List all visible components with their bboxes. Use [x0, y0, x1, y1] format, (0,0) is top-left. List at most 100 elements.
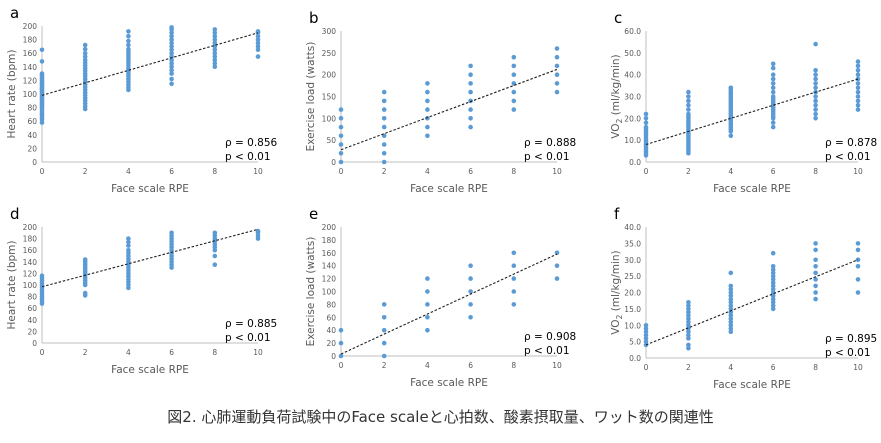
scatter-point — [728, 296, 734, 302]
scatter-point — [169, 71, 174, 76]
scatter-point — [643, 120, 649, 125]
scatter-point — [39, 273, 45, 279]
scatter-point — [169, 40, 174, 46]
scatter-point — [686, 316, 691, 322]
y-tick-label: 20.0 — [624, 289, 641, 298]
scatter-point — [770, 300, 776, 305]
chart-panel-c: 0.0 10.0 20.0 30.0 40.0 50.0 60.0 0 2 4 6 8 10 c Face … — [610, 9, 877, 195]
scatter-point — [381, 315, 387, 320]
scatter-point — [511, 276, 517, 281]
scatter-point — [169, 67, 174, 73]
y-axis-title: Heart rate (bpm) — [6, 241, 18, 330]
scatter-point — [770, 273, 776, 279]
scatter-point — [770, 85, 776, 91]
scatter-point — [686, 303, 691, 308]
p-value-label: p < 0.01 — [825, 347, 871, 359]
y-tick-label: 180 — [23, 235, 38, 244]
scatter-point — [169, 44, 174, 49]
scatter-point — [686, 309, 691, 315]
y-tick-label: 200 — [322, 71, 337, 80]
scatter-point — [855, 98, 861, 104]
y-tick-label: 0 — [331, 352, 336, 361]
x-tick-label: 8 — [813, 167, 818, 176]
y-tick-label: 160 — [23, 246, 38, 255]
y-tick-label: 200 — [23, 223, 38, 232]
y-tick-label: 40 — [27, 131, 37, 140]
scatter-point — [468, 89, 473, 95]
scatter-point — [728, 286, 734, 292]
x-tick-label: 2 — [686, 167, 691, 176]
scatter-point — [554, 89, 560, 95]
scatter-point — [770, 277, 776, 282]
scatter-point — [468, 81, 473, 86]
scatter-point — [212, 30, 218, 36]
y-tick-label: 120 — [23, 269, 38, 278]
scatter-point — [770, 306, 776, 312]
scatter-point — [212, 27, 218, 32]
scatter-point — [169, 81, 174, 87]
scatter-point — [686, 336, 691, 341]
x-tick-label: 4 — [425, 167, 430, 176]
scatter-point — [39, 71, 45, 76]
y-tick-label: 30.0 — [624, 93, 641, 102]
scatter-point — [686, 329, 691, 335]
scatter-point — [82, 290, 88, 296]
x-axis-title: Face scale RPE — [410, 183, 488, 195]
scatter-point — [511, 89, 517, 95]
y-tick-label: 20 — [27, 144, 37, 153]
x-tick-label: 10 — [253, 167, 263, 176]
y-tick-label: 140 — [322, 262, 337, 271]
scatter-point — [169, 30, 174, 36]
y-tick-label: 40 — [326, 326, 336, 335]
scatter-point — [770, 61, 776, 67]
x-tick-label: 10 — [853, 363, 863, 372]
scatter-point — [255, 228, 261, 234]
scatter-point — [169, 57, 174, 63]
scatter-point — [381, 124, 387, 130]
scatter-point — [169, 64, 174, 70]
scatter-point — [255, 40, 261, 46]
x-tick-label: 6 — [771, 363, 776, 372]
scatter-point — [554, 250, 560, 256]
scatter-point — [770, 250, 776, 256]
scatter-point — [511, 107, 517, 112]
scatter-point — [855, 277, 861, 282]
y-tick-label: 160 — [322, 249, 337, 258]
y-tick-label: 20.0 — [624, 114, 641, 123]
scatter-point — [425, 98, 430, 104]
scatter-point — [813, 264, 818, 269]
y-axis-title: VO2 (ml/kg/min) — [610, 250, 624, 334]
x-tick-label: 2 — [83, 348, 88, 357]
scatter-point — [643, 332, 649, 338]
scatter-point — [686, 102, 691, 108]
y-tick-label: 30.0 — [624, 256, 641, 265]
y-tick-label: 0.0 — [629, 158, 641, 167]
scatter-point — [381, 98, 387, 104]
y-tick-label: 300 — [322, 27, 337, 36]
y-tick-label: 0 — [32, 339, 37, 348]
scatter-point — [212, 61, 218, 66]
y-tick-label: 60 — [27, 117, 37, 126]
y-tick-label: 100 — [23, 281, 38, 290]
y-tick-label: 15.0 — [624, 305, 641, 314]
x-tick-label: 4 — [728, 363, 733, 372]
scatter-point — [686, 345, 691, 351]
y-tick-label: 20 — [27, 327, 37, 336]
scatter-point — [643, 323, 649, 328]
scatter-point — [728, 293, 734, 299]
scatter-point — [813, 241, 818, 246]
scatter-point — [511, 263, 517, 269]
x-tick-label: 2 — [83, 167, 88, 176]
scatter-point — [511, 54, 517, 60]
scatter-point — [169, 230, 174, 236]
scatter-point — [813, 41, 818, 47]
scatter-point — [338, 353, 344, 359]
scatter-point — [82, 57, 88, 63]
y-tick-label: 100 — [23, 90, 38, 99]
x-tick-label: 10 — [552, 361, 562, 370]
scatter-point — [770, 296, 776, 302]
scatter-point — [855, 94, 861, 99]
scatter-point — [212, 57, 218, 63]
scatter-point — [770, 81, 776, 86]
